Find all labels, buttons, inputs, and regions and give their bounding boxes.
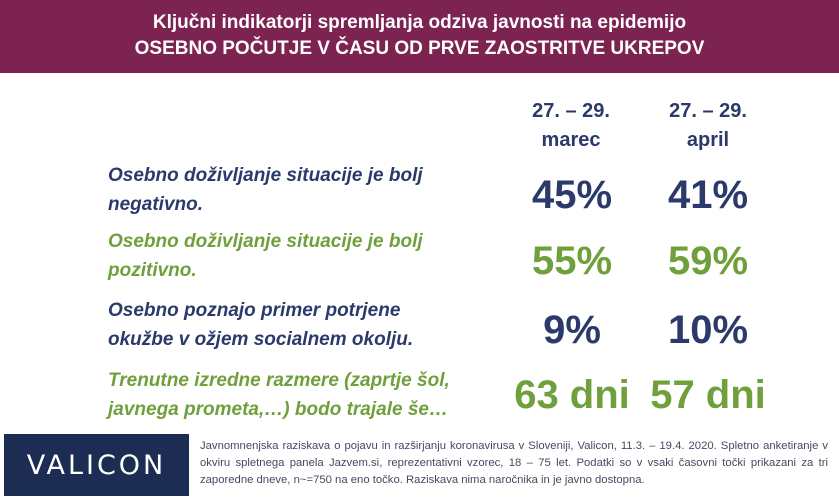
value-positive-april: 59% bbox=[667, 239, 749, 283]
row-label-duration: Trenutne izredne razmere (zaprtje šol, j… bbox=[108, 366, 508, 424]
row-label-line: javnega prometa,…) bodo trajale še… bbox=[108, 399, 448, 420]
row-label-known-case: Osebno poznajo primer potrjene okužbe v … bbox=[108, 296, 508, 354]
header-title: Ključni indikatorji spremljanja odziva j… bbox=[152, 12, 687, 33]
header-subtitle: OSEBNO POČUTJE V ČASU OD PRVE ZAOSTRITVE… bbox=[134, 38, 705, 59]
value-negative-april: 41% bbox=[667, 173, 749, 217]
column-header-april: 27. – 29. april bbox=[653, 97, 763, 155]
row-label-line: pozitivno. bbox=[108, 260, 197, 281]
column-header-date: 27. – 29. bbox=[532, 100, 610, 122]
row-label-negative: Osebno doživljanje situacije je bolj neg… bbox=[108, 161, 508, 219]
value-negative-march: 45% bbox=[531, 173, 613, 217]
valicon-logo: VALICON bbox=[4, 434, 189, 496]
logo-text: VALICON bbox=[26, 449, 167, 481]
row-label-positive: Osebno doživljanje situacije je bolj poz… bbox=[108, 227, 508, 285]
column-header-month: april bbox=[686, 129, 730, 151]
column-header-month: marec bbox=[541, 129, 601, 151]
row-label-line: Trenutne izredne razmere (zaprtje šol, bbox=[108, 370, 450, 391]
row-label-line: Osebno doživljanje situacije je bolj bbox=[108, 231, 423, 252]
value-positive-march: 55% bbox=[531, 239, 613, 283]
value-duration-april: 57 dni bbox=[650, 373, 766, 417]
header-banner: Ključni indikatorji spremljanja odziva j… bbox=[0, 0, 839, 73]
row-label-line: okužbe v ožjem socialnem okolju. bbox=[108, 329, 414, 350]
source-footnote: Javnomnenjska raziskava o pojavu in razš… bbox=[200, 440, 828, 486]
row-label-line: Osebno doživljanje situacije je bolj bbox=[108, 165, 423, 186]
value-known-case-april: 10% bbox=[667, 308, 749, 352]
value-known-case-march: 9% bbox=[543, 308, 601, 352]
row-label-line: Osebno poznajo primer potrjene bbox=[108, 300, 401, 321]
column-header-date: 27. – 29. bbox=[669, 100, 747, 122]
value-duration-march: 63 dni bbox=[514, 373, 630, 417]
column-header-march: 27. – 29. marec bbox=[516, 97, 626, 155]
row-label-line: negativno. bbox=[108, 194, 204, 215]
